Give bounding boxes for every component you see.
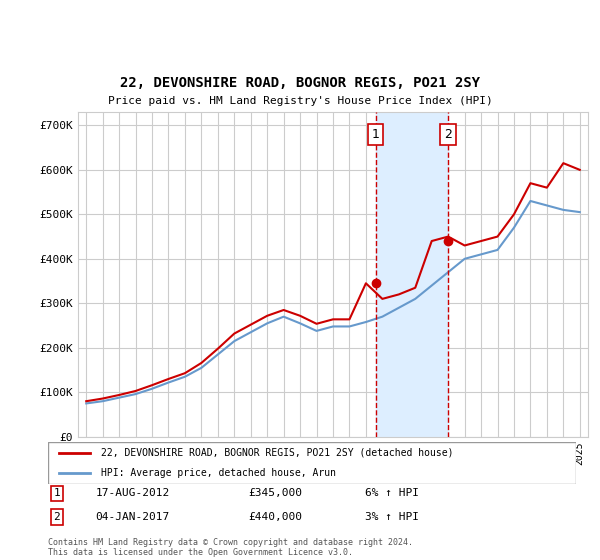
- Text: HPI: Average price, detached house, Arun: HPI: Average price, detached house, Arun: [101, 468, 336, 478]
- Text: £345,000: £345,000: [248, 488, 302, 498]
- Text: 04-JAN-2017: 04-JAN-2017: [95, 512, 170, 522]
- FancyBboxPatch shape: [48, 442, 576, 484]
- Text: Price paid vs. HM Land Registry's House Price Index (HPI): Price paid vs. HM Land Registry's House …: [107, 96, 493, 106]
- Text: 1: 1: [372, 128, 380, 141]
- Text: 17-AUG-2012: 17-AUG-2012: [95, 488, 170, 498]
- Text: Contains HM Land Registry data © Crown copyright and database right 2024.
This d: Contains HM Land Registry data © Crown c…: [48, 538, 413, 557]
- Text: 3% ↑ HPI: 3% ↑ HPI: [365, 512, 419, 522]
- Text: 1: 1: [53, 488, 60, 498]
- Text: £440,000: £440,000: [248, 512, 302, 522]
- Bar: [376, 112, 448, 437]
- Text: 2: 2: [53, 512, 60, 522]
- Text: 6% ↑ HPI: 6% ↑ HPI: [365, 488, 419, 498]
- Text: 22, DEVONSHIRE ROAD, BOGNOR REGIS, PO21 2SY: 22, DEVONSHIRE ROAD, BOGNOR REGIS, PO21 …: [120, 76, 480, 90]
- Text: 2: 2: [444, 128, 452, 141]
- Text: 22, DEVONSHIRE ROAD, BOGNOR REGIS, PO21 2SY (detached house): 22, DEVONSHIRE ROAD, BOGNOR REGIS, PO21 …: [101, 448, 454, 458]
